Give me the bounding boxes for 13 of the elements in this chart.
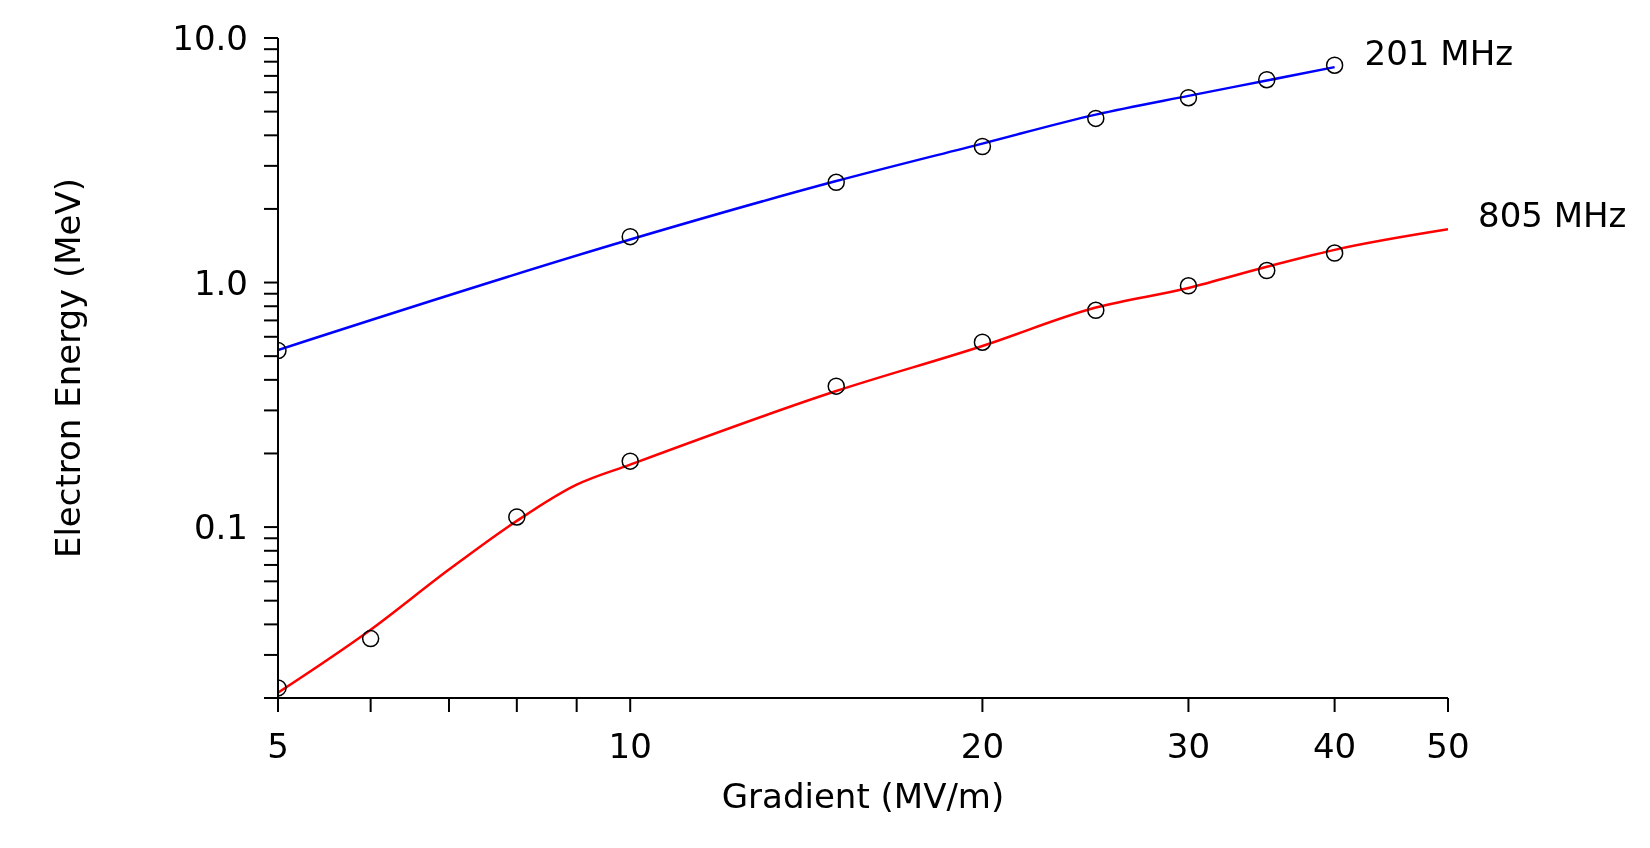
x-tick-label: 30 <box>1166 726 1211 767</box>
y-tick-label: 0.1 <box>193 507 248 548</box>
x-tick-label: 5 <box>267 726 289 767</box>
x-axis-title: Gradient (MV/m) <box>721 776 1005 816</box>
y-tick-label: 1.0 <box>193 262 248 303</box>
x-tick-label: 10 <box>608 726 652 767</box>
y-tick-label: 10.0 <box>172 18 248 59</box>
x-tick-label: 40 <box>1312 726 1357 767</box>
y-axis-title: Electron Energy (MeV) <box>48 177 89 559</box>
series-label: 805 MHz <box>1478 194 1627 235</box>
x-tick-label: 20 <box>960 726 1005 767</box>
x-tick-label: 50 <box>1426 726 1470 767</box>
series-label: 201 MHz <box>1364 32 1514 73</box>
